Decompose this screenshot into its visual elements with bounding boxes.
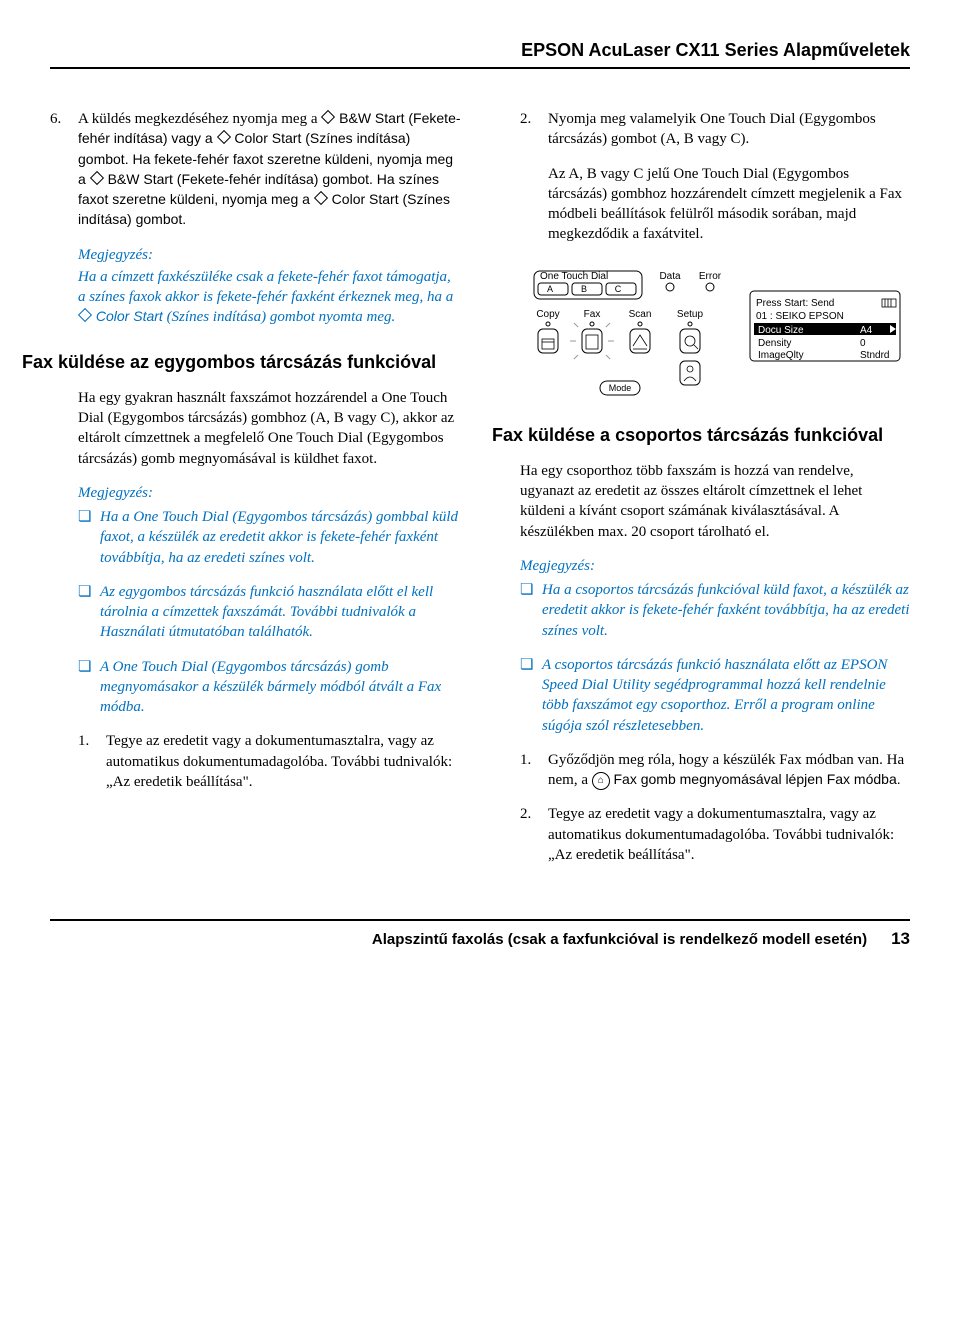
- svg-text:Scan: Scan: [629, 309, 652, 320]
- bullet-icon: ❏: [78, 657, 100, 718]
- note-1: Megjegyzés: Ha a címzett faxkészüléke cs…: [78, 245, 462, 328]
- onetouch-intro: Ha egy gyakran használt faxszámot hozzár…: [78, 388, 462, 469]
- footer-text: Alapszintű faxolás (csak a faxfunkcióval…: [372, 931, 867, 948]
- content-columns: 6. A küldés megkezdéséhez nyomja meg a B…: [50, 109, 910, 879]
- note-bullet: ❏ Ha a csoportos tárcsázás funkcióval kü…: [520, 580, 910, 641]
- svg-text:B: B: [581, 284, 587, 294]
- step-body: Nyomja meg valamelyik One Touch Dial (Eg…: [548, 109, 910, 245]
- note-bullet: ❏ A csoportos tárcsázás funkció használa…: [520, 655, 910, 736]
- bullet-icon: ❏: [78, 507, 100, 568]
- step-6: 6. A küldés megkezdéséhez nyomja meg a B…: [50, 109, 462, 231]
- step-number: 6.: [50, 109, 78, 231]
- control-panel-diagram: One Touch Dial A B C Copy Fax Scan Setup: [520, 261, 910, 401]
- note-label: Megjegyzés:: [520, 556, 910, 576]
- bullet-body: Az egygombos tárcsázás funkció használat…: [100, 582, 462, 643]
- svg-text:A4: A4: [860, 325, 873, 336]
- svg-text:01 : SEIKO EPSON: 01 : SEIKO EPSON: [756, 311, 844, 322]
- page-footer: Alapszintű faxolás (csak a faxfunkcióval…: [50, 919, 910, 949]
- panel-svg: One Touch Dial A B C Copy Fax Scan Setup: [520, 261, 910, 401]
- step-number: 1.: [520, 750, 548, 791]
- svg-text:Copy: Copy: [536, 309, 559, 320]
- step-number: 2.: [520, 109, 548, 245]
- footer-page-number: 13: [891, 929, 910, 949]
- section-heading-onetouch: Fax küldése az egygombos tárcsázás funkc…: [22, 350, 462, 374]
- svg-text:Mode: Mode: [609, 383, 632, 393]
- step-2-right: 2. Nyomja meg valamelyik One Touch Dial …: [520, 109, 910, 245]
- bullet-icon: ❏: [520, 580, 542, 641]
- note-bullet: ❏ Ha a One Touch Dial (Egygombos tárcsáz…: [78, 507, 462, 568]
- step-body: Győződjön meg róla, hogy a készülék Fax …: [548, 750, 910, 791]
- otd-label: One Touch Dial: [540, 271, 608, 282]
- diamond-icon: [90, 171, 104, 185]
- svg-text:Docu Size: Docu Size: [758, 325, 804, 336]
- svg-text:Density: Density: [758, 338, 791, 349]
- note-bullet: ❏ A One Touch Dial (Egygombos tárcsázás)…: [78, 657, 462, 718]
- bullet-body: A csoportos tárcsázás funkció használata…: [542, 655, 910, 736]
- note-body: Ha a címzett faxkészüléke csak a fekete-…: [78, 267, 462, 328]
- note-label: Megjegyzés:: [78, 483, 462, 503]
- svg-text:C: C: [615, 284, 622, 294]
- page-header: EPSON AcuLaser CX11 Series Alapműveletek: [50, 40, 910, 69]
- step-body: A küldés megkezdéséhez nyomja meg a B&W …: [78, 109, 462, 231]
- svg-text:Fax: Fax: [584, 309, 601, 320]
- section-heading-group: Fax küldése a csoportos tárcsázás funkci…: [492, 423, 910, 447]
- svg-text:A: A: [547, 284, 553, 294]
- diamond-icon: [78, 308, 92, 322]
- step-body: Tegye az eredetit vagy a dokumentumaszta…: [106, 731, 462, 792]
- svg-text:0: 0: [860, 338, 866, 349]
- diamond-icon: [216, 130, 230, 144]
- svg-text:Data: Data: [659, 271, 681, 282]
- svg-text:Setup: Setup: [677, 309, 704, 320]
- step-2-right-b: 2. Tegye az eredetit vagy a dokumentumas…: [520, 804, 910, 865]
- step-1-right: 1. Győződjön meg róla, hogy a készülék F…: [520, 750, 910, 791]
- svg-text:Press Start: Send: Press Start: Send: [756, 298, 834, 309]
- diamond-icon: [321, 110, 335, 124]
- step-1-left: 1. Tegye az eredetit vagy a dokumentumas…: [78, 731, 462, 792]
- group-intro: Ha egy csoporthoz több faxszám is hozzá …: [520, 461, 910, 542]
- left-column: 6. A küldés megkezdéséhez nyomja meg a B…: [50, 109, 462, 879]
- step-number: 2.: [520, 804, 548, 865]
- step-number: 1.: [78, 731, 106, 792]
- diamond-icon: [314, 191, 328, 205]
- svg-text:ImageQlty: ImageQlty: [758, 350, 804, 361]
- bullet-body: Ha a One Touch Dial (Egygombos tárcsázás…: [100, 507, 462, 568]
- svg-text:Error: Error: [699, 271, 722, 282]
- bullet-icon: ❏: [520, 655, 542, 736]
- svg-text:Stndrd: Stndrd: [860, 350, 889, 361]
- bullet-body: Ha a csoportos tárcsázás funkcióval küld…: [542, 580, 910, 641]
- bullet-body: A One Touch Dial (Egygombos tárcsázás) g…: [100, 657, 462, 718]
- fax-mode-icon: ⌂: [592, 772, 610, 790]
- note-bullet: ❏ Az egygombos tárcsázás funkció használ…: [78, 582, 462, 643]
- right-column: 2. Nyomja meg valamelyik One Touch Dial …: [492, 109, 910, 879]
- bullet-icon: ❏: [78, 582, 100, 643]
- step-body: Tegye az eredetit vagy a dokumentumaszta…: [548, 804, 910, 865]
- note-label: Megjegyzés:: [78, 245, 462, 265]
